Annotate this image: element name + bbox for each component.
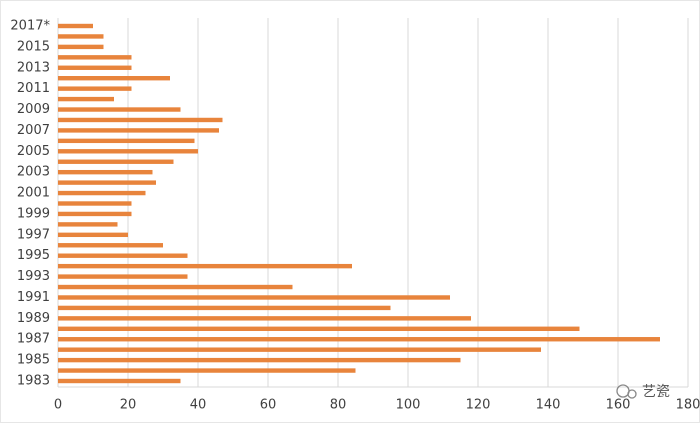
bar (58, 76, 170, 81)
bar (58, 347, 541, 352)
bar (58, 337, 660, 342)
x-tick-label: 0 (54, 398, 62, 413)
bar (58, 368, 356, 373)
bar (58, 107, 181, 112)
bar (58, 190, 146, 196)
bar (58, 149, 198, 154)
bar (58, 23, 93, 29)
bar (58, 295, 450, 300)
bar (58, 34, 104, 39)
bar (58, 55, 132, 60)
bar (58, 117, 223, 123)
x-tick-label: 100 (396, 398, 421, 413)
x-tick-label: 80 (330, 398, 347, 413)
y-tick-label: 2003 (17, 165, 50, 180)
bar (58, 201, 132, 206)
bar (58, 86, 132, 91)
bar (58, 96, 114, 102)
x-tick-label: 60 (260, 398, 277, 413)
y-tick-label: 1983 (17, 374, 50, 389)
bar (58, 159, 174, 164)
bar (58, 263, 352, 269)
x-tick-label: 120 (466, 398, 491, 413)
y-tick-label: 2013 (17, 60, 50, 75)
y-tick-label: 1993 (17, 269, 50, 284)
y-tick-label: 2011 (17, 81, 50, 96)
y-tick-label: 2001 (17, 186, 50, 201)
watermark: 艺瓷 (642, 384, 670, 400)
x-tick-label: 160 (606, 398, 631, 413)
bar (58, 138, 195, 144)
x-tick-label: 40 (190, 398, 207, 413)
bar (58, 169, 153, 175)
x-tick-label: 180 (676, 398, 700, 413)
bar (58, 326, 580, 331)
y-tick-label: 1987 (17, 332, 50, 347)
y-tick-label: 1997 (17, 227, 50, 242)
y-tick-label: 1989 (17, 311, 50, 326)
bar (58, 65, 132, 70)
y-tick-label: 2009 (17, 102, 50, 117)
bar (58, 211, 132, 217)
y-tick-label: 1985 (17, 353, 50, 368)
x-tick-label: 140 (536, 398, 561, 413)
bar (58, 222, 118, 227)
watermark-icon (616, 384, 637, 399)
bar (58, 316, 471, 321)
bar (58, 180, 156, 185)
bar (58, 357, 461, 363)
bar (58, 44, 104, 50)
y-tick-label: 2005 (17, 144, 50, 159)
x-tick-label: 20 (120, 398, 137, 413)
bar (58, 284, 293, 290)
bar (58, 253, 188, 258)
y-tick-label: 1991 (17, 290, 50, 305)
y-tick-label: 1995 (17, 248, 50, 263)
y-tick-label: 2017* (10, 19, 50, 34)
bar (58, 232, 128, 238)
y-tick-label: 1999 (17, 206, 50, 221)
bar (58, 378, 181, 384)
y-tick-label: 2007 (17, 123, 50, 138)
bar (58, 305, 391, 311)
bar (58, 128, 219, 133)
bar (58, 274, 188, 279)
y-tick-label: 2015 (17, 39, 50, 54)
bar (58, 243, 163, 248)
